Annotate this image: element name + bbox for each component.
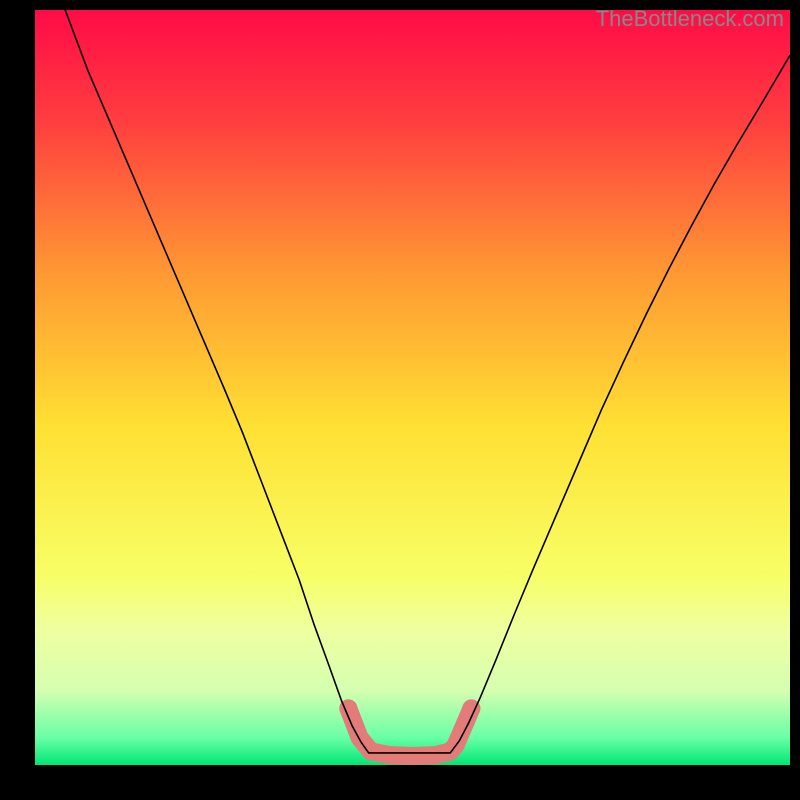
optimal-range-dot [404, 747, 422, 765]
plot-svg [35, 10, 790, 765]
watermark-text: TheBottleneck.com [596, 6, 784, 32]
optimal-range-dot [362, 742, 380, 760]
optimal-range-dot [381, 746, 399, 764]
bottleneck-plot [35, 10, 790, 765]
bottleneck-curve [65, 10, 790, 753]
optimal-range-dot [426, 746, 444, 764]
